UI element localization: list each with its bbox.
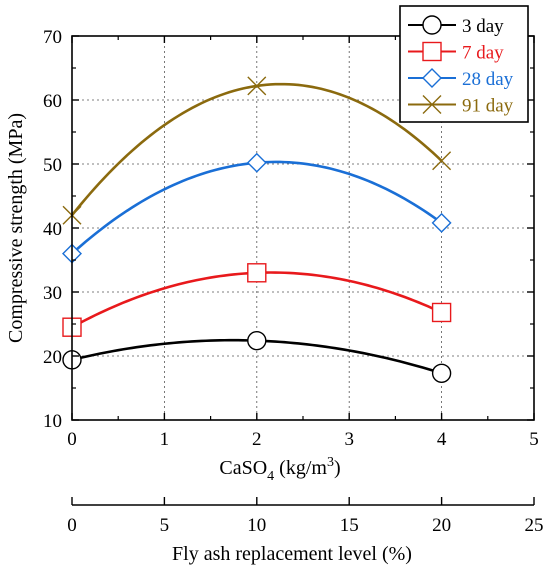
data-point-91-day [247,76,267,96]
data-point-7-day [431,302,452,323]
y-tick-label: 10 [43,411,62,432]
legend: 3 day 7 day 28 day 91 day [399,5,529,123]
x-axis-title: CaSO4 (kg/m3) [219,455,340,484]
legend-label: 91 day [462,96,514,117]
secondary-x-tick-label: 0 [67,515,77,536]
y-tick-label: 20 [43,347,62,368]
x-tick-label: 2 [252,429,262,450]
secondary-x-tick-label: 15 [340,515,359,536]
legend-marker [422,95,442,114]
legend-label: 7 day [462,43,504,64]
x-tick-label: 5 [529,429,539,450]
secondary-x-axis-ticks: 0 5 10 15 20 25 [67,497,544,536]
data-point-3-day [431,363,452,383]
legend-marker [422,15,442,35]
data-point-28-day [431,212,452,233]
x-tick-label: 0 [67,429,77,450]
x-tick-label: 3 [344,429,354,450]
y-tick-label: 40 [43,219,62,240]
y-axis-title: Compressive strength (MPa) [5,113,27,343]
x-tick-label: 1 [160,429,170,450]
secondary-x-axis-title: Fly ash replacement level (%) [172,543,412,565]
legend-label: 3 day [462,16,504,37]
data-point-28-day [246,152,267,173]
data-point-91-day [432,151,452,171]
secondary-x-tick-label: 5 [160,515,170,536]
y-tick-label: 30 [43,283,62,304]
x-tick-label: 4 [437,429,447,450]
data-markers [62,76,452,383]
legend-marker [422,41,442,62]
data-point-7-day [247,263,267,283]
y-axis-ticks: 10 20 30 40 50 60 70 [43,27,534,432]
y-tick-label: 70 [43,27,62,48]
y-tick-label: 50 [43,155,62,176]
secondary-x-tick-label: 25 [525,515,544,536]
secondary-x-tick-label: 20 [432,515,451,536]
legend-label: 28 day [462,69,514,90]
legend-marker [422,68,442,88]
y-tick-label: 60 [43,91,62,112]
secondary-x-tick-label: 10 [247,515,266,536]
data-point-3-day [247,330,267,351]
x-axis-ticks: 0 1 2 3 4 5 [67,36,539,450]
